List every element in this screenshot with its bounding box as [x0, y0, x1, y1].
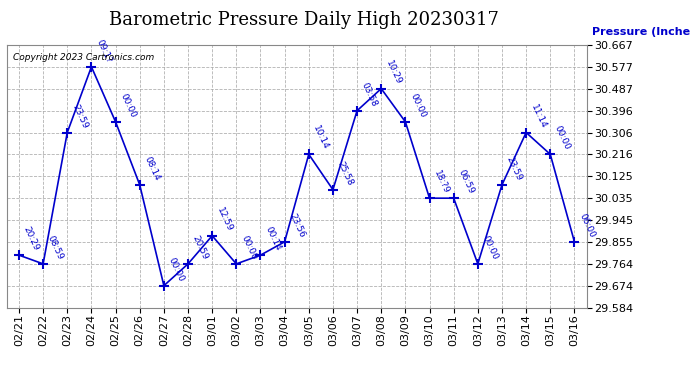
Text: Barometric Pressure Daily High 20230317: Barometric Pressure Daily High 20230317 — [108, 11, 499, 29]
Text: 00:00: 00:00 — [481, 234, 500, 261]
Text: 00:00: 00:00 — [119, 92, 137, 119]
Text: 03:58: 03:58 — [360, 81, 379, 108]
Text: 00:00: 00:00 — [167, 256, 186, 283]
Text: Pressure (Inches/Hg): Pressure (Inches/Hg) — [592, 27, 690, 37]
Text: 06:00: 06:00 — [578, 212, 596, 239]
Text: 12:59: 12:59 — [215, 206, 234, 233]
Text: 09:1?: 09:1? — [95, 38, 113, 64]
Text: 20:29: 20:29 — [22, 225, 41, 252]
Text: 08:59: 08:59 — [46, 234, 65, 261]
Text: 08:14: 08:14 — [143, 155, 161, 182]
Text: 18:?9: 18:?9 — [433, 169, 451, 195]
Text: 23:56: 23:56 — [288, 212, 306, 239]
Text: 25:58: 25:58 — [336, 160, 355, 187]
Text: 10:14: 10:14 — [312, 124, 331, 152]
Text: Copyright 2023 Cartronics.com: Copyright 2023 Cartronics.com — [12, 53, 154, 62]
Text: 10:29: 10:29 — [384, 59, 403, 86]
Text: 23:59: 23:59 — [70, 103, 89, 130]
Text: 11:14: 11:14 — [529, 103, 548, 130]
Text: 00:00: 00:00 — [408, 92, 427, 119]
Text: 00:00: 00:00 — [239, 234, 258, 261]
Text: 00:14: 00:14 — [264, 225, 282, 252]
Text: 23:59: 23:59 — [505, 155, 524, 182]
Text: 00:00: 00:00 — [553, 124, 572, 152]
Text: 20:59: 20:59 — [191, 234, 210, 261]
Text: 06:59: 06:59 — [457, 168, 475, 195]
